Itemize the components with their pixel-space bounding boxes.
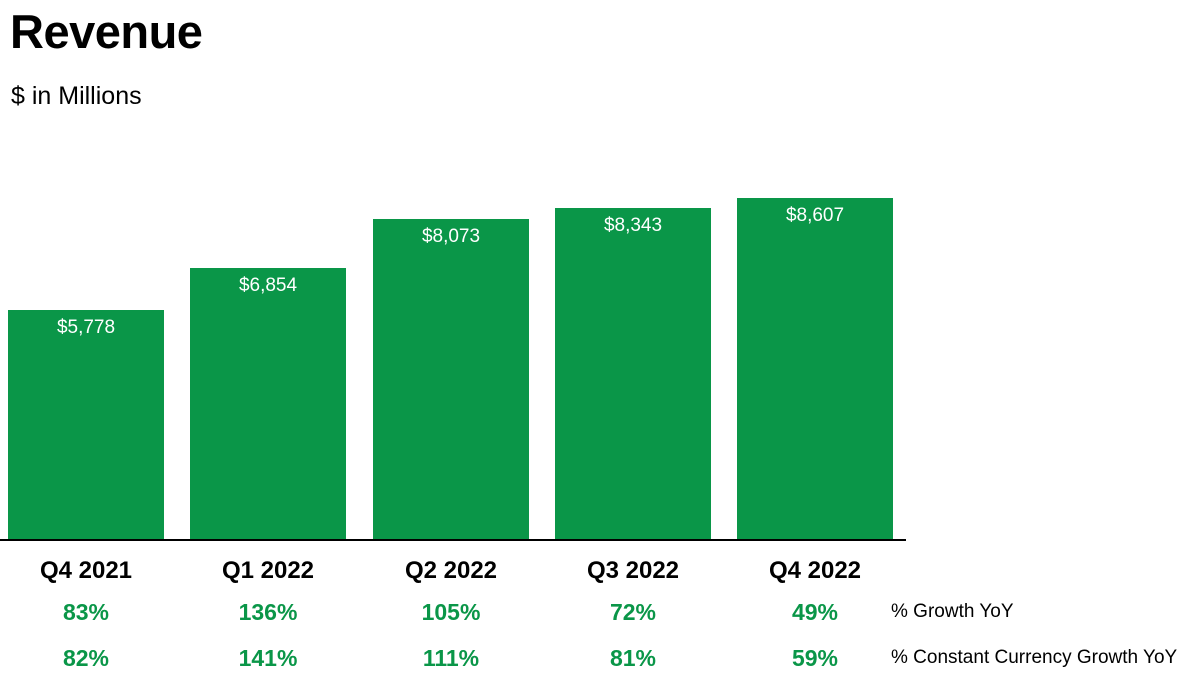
cc-growth-value: 81% [609,645,657,671]
growth-yoy-row-label: % Growth YoY [891,601,1014,622]
x-axis-line [0,539,906,541]
growth-yoy-value: 83% [62,599,110,625]
bar-value-label: $5,778 [56,317,116,338]
chart-subtitle: $ in Millions [11,82,142,110]
cc-growth-value: 141% [238,645,298,671]
bar-value-label: $8,343 [603,215,663,236]
bar-q3-2022: $8,343 [555,208,711,540]
bar-value-label: $6,854 [238,275,298,296]
bar-q4-2021: $5,778 [8,310,164,540]
bar-q2-2022: $8,073 [373,219,529,540]
cc-growth-value: 111% [422,645,480,671]
cc-growth-value: 82% [62,645,110,671]
growth-yoy-value: 49% [791,599,839,625]
bar-chart-plot-area: $5,778 $6,854 $8,073 $8,343 $8,607 [8,198,893,540]
bar-q4-2022: $8,607 [737,198,893,540]
bar-q1-2022: $6,854 [190,268,346,540]
constant-currency-growth-row: 82% 141% 111% 81% 59% % Constant Currenc… [0,643,1189,673]
x-tick-q2-2022: Q2 2022 [404,557,498,584]
growth-yoy-value: 136% [238,599,298,625]
bar-value-label: $8,607 [785,205,845,226]
x-tick-q4-2021: Q4 2021 [39,557,133,584]
cc-growth-value: 59% [791,645,839,671]
page-title: Revenue [10,5,203,58]
growth-yoy-value: 105% [421,599,481,625]
growth-yoy-value: 72% [609,599,657,625]
constant-currency-row-label: % Constant Currency Growth YoY [891,647,1178,668]
x-axis-tick-labels: Q4 2021 Q1 2022 Q2 2022 Q3 2022 Q4 2022 [0,556,1189,586]
x-tick-q4-2022: Q4 2022 [768,557,862,584]
x-tick-q3-2022: Q3 2022 [586,557,680,584]
bar-value-label: $8,073 [421,226,481,247]
growth-yoy-row: 83% 136% 105% 72% 49% % Growth YoY [0,597,1189,627]
x-tick-q1-2022: Q1 2022 [221,557,315,584]
